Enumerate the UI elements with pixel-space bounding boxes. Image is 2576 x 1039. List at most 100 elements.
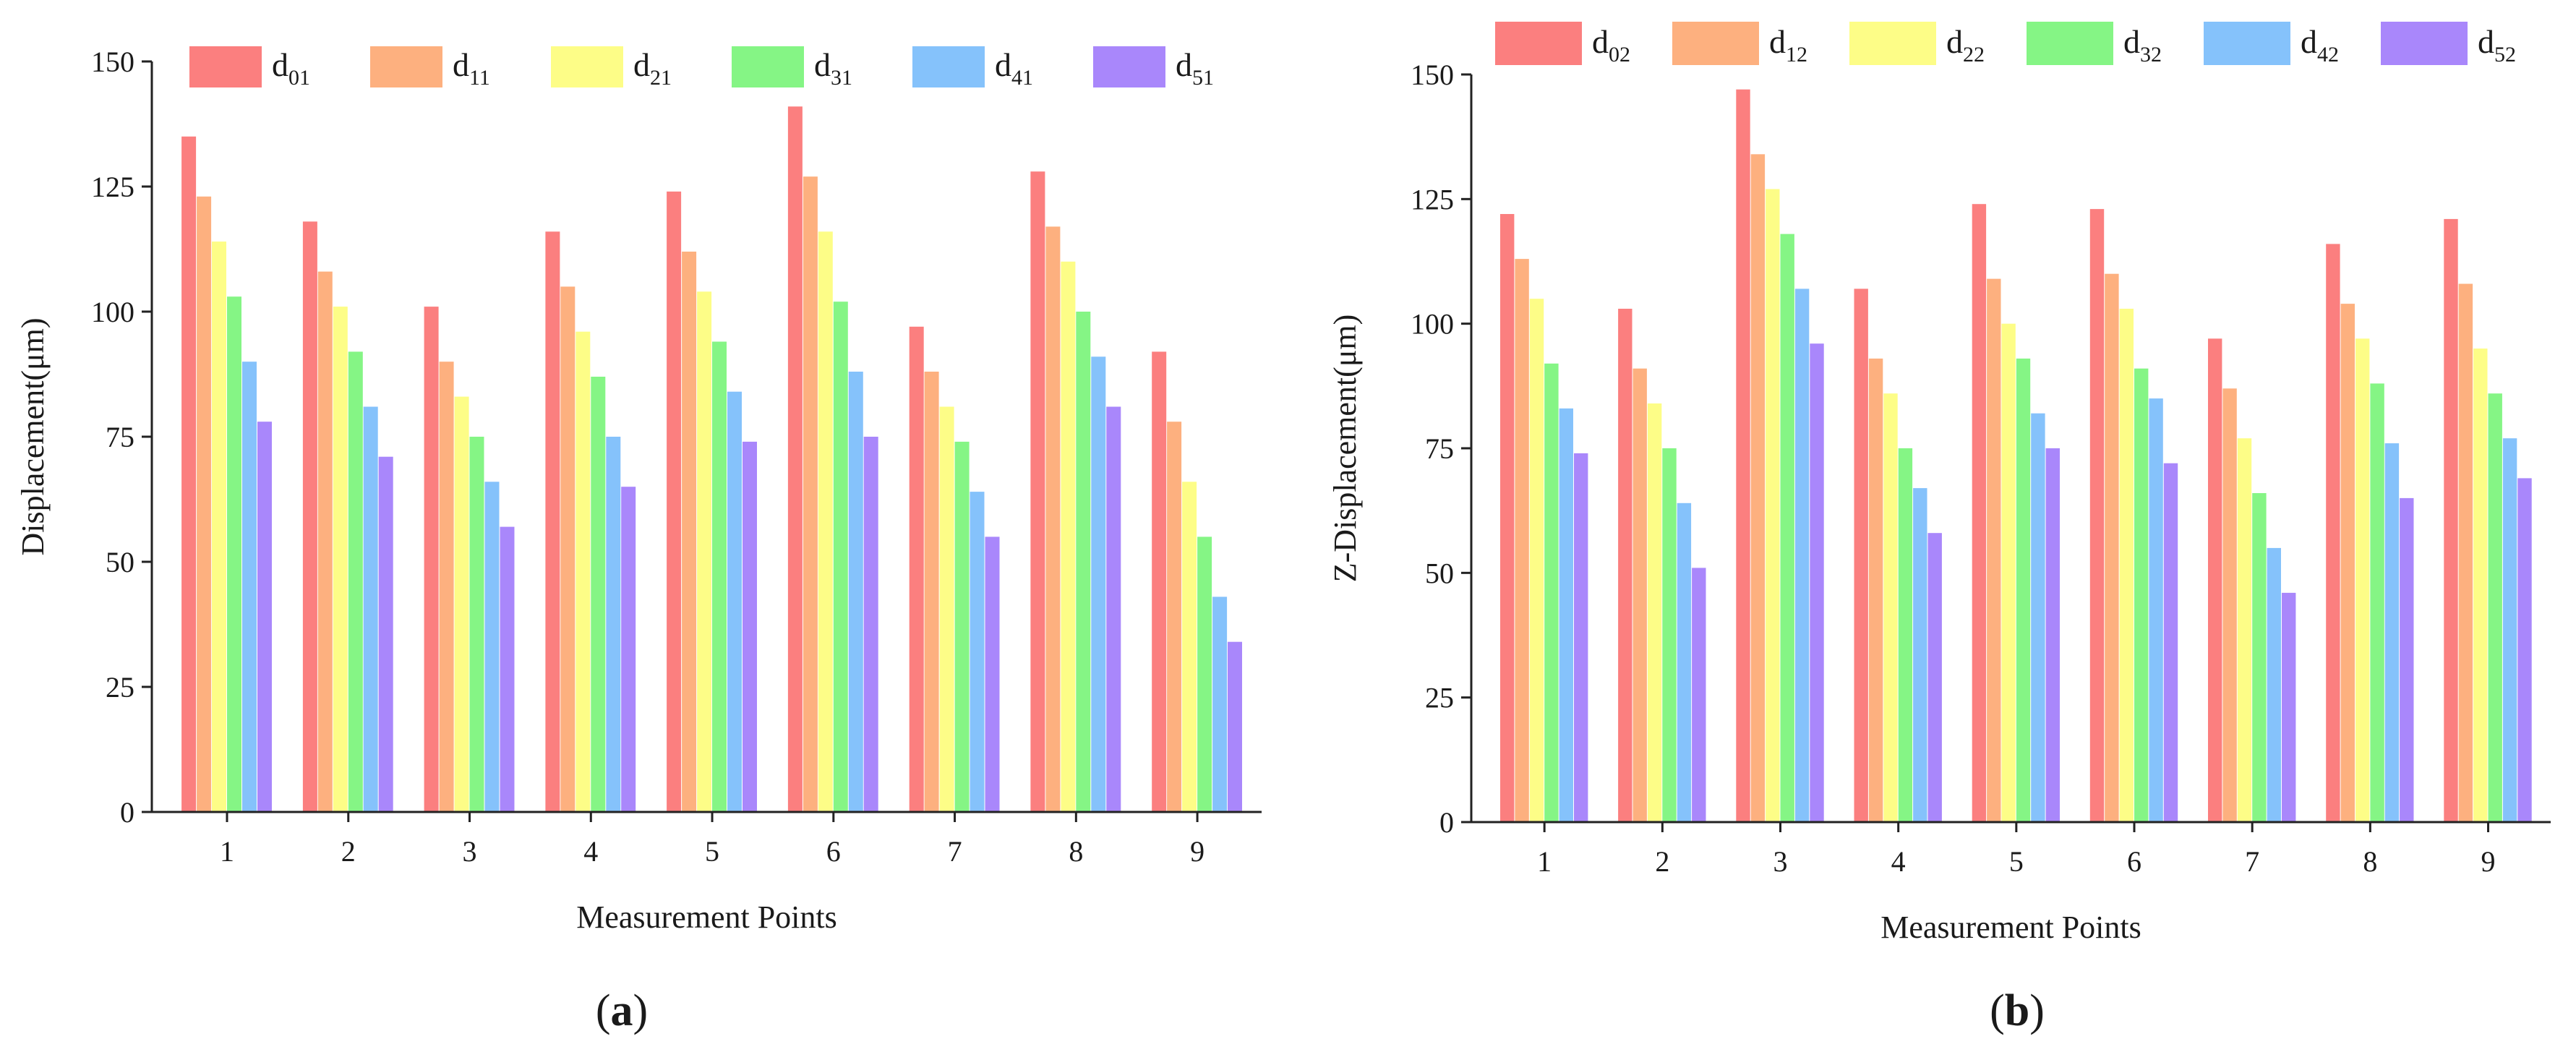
- x-tick-label-8: 8: [2363, 845, 2377, 878]
- bar-d41-point-1: [242, 362, 257, 812]
- bar-d32-point-9: [2488, 393, 2502, 822]
- legend-label-sub: 52: [2494, 43, 2516, 67]
- x-tick-label-4: 4: [583, 835, 598, 868]
- legend-label-d01: d01: [272, 46, 310, 90]
- bar-d12-point-4: [1868, 358, 1883, 822]
- x-tick-label-2: 2: [341, 835, 356, 868]
- bar-d42-point-4: [1913, 488, 1927, 822]
- bar-d32-point-2: [1662, 448, 1677, 822]
- y-tick-label-125: 125: [1411, 183, 1454, 215]
- y-tick-label-125: 125: [91, 171, 134, 203]
- bar-d01-point-4: [545, 231, 560, 812]
- bar-d22-point-3: [1766, 189, 1780, 822]
- legend-swatch-d41: [912, 46, 985, 87]
- bar-d31-point-2: [348, 351, 363, 812]
- bar-d42-point-5: [2031, 413, 2045, 822]
- bar-d22-point-9: [2473, 349, 2488, 823]
- bar-d42-point-3: [1794, 288, 1810, 822]
- legend-label-sub: 11: [469, 66, 490, 90]
- bar-d32-point-1: [1544, 363, 1559, 822]
- legend-label-d22: d22: [1946, 23, 1985, 67]
- legend-label-d31: d31: [814, 46, 852, 90]
- x-tick-label-7: 7: [948, 835, 962, 868]
- x-tick-label-1: 1: [220, 835, 234, 868]
- bar-d01-point-8: [1030, 171, 1045, 812]
- panel-caption-open: (: [596, 986, 611, 1035]
- bar-d02-point-1: [1500, 214, 1515, 822]
- bar-d51-point-9: [1228, 641, 1242, 812]
- x-tick-label-3: 3: [463, 835, 477, 868]
- bar-d21-point-4: [575, 331, 591, 812]
- y-tick-label-75: 75: [106, 421, 134, 453]
- legend-label-sub: 01: [288, 66, 310, 90]
- bar-d52-point-6: [2163, 463, 2178, 822]
- y-tick-label-0: 0: [120, 796, 134, 829]
- bar-d51-point-3: [500, 526, 515, 812]
- bar-d21-point-9: [1182, 482, 1197, 812]
- bar-d12-point-7: [2222, 388, 2237, 822]
- legend-swatch-d21: [551, 46, 623, 87]
- bar-d52-point-9: [2517, 478, 2532, 822]
- bar-d52-point-3: [1810, 343, 1824, 822]
- bar-d32-point-3: [1780, 234, 1794, 823]
- x-tick-label-3: 3: [1773, 845, 1788, 878]
- bar-d22-point-7: [2237, 438, 2252, 822]
- legend-label-main: d: [814, 46, 831, 83]
- legend-label-main: d: [1769, 23, 1786, 60]
- bar-d41-point-8: [1091, 356, 1106, 812]
- panel-caption-close: ): [2029, 986, 2045, 1035]
- bar-d52-point-4: [1927, 533, 1942, 822]
- bar-d01-point-2: [302, 221, 317, 812]
- bar-d02-point-7: [2208, 338, 2222, 822]
- x-tick-label-9: 9: [1190, 835, 1204, 868]
- y-tick-label-25: 25: [106, 671, 134, 704]
- bar-d11-point-5: [682, 252, 697, 812]
- bar-d32-point-4: [1898, 448, 1913, 822]
- bar-d11-point-2: [317, 271, 333, 813]
- bar-d21-point-6: [818, 231, 833, 812]
- bar-d02-point-3: [1736, 89, 1750, 822]
- y-axis-label: Z-Displacement(μm): [1327, 315, 1363, 583]
- bar-d21-point-1: [212, 241, 226, 813]
- bar-d12-point-9: [2458, 283, 2473, 822]
- bar-d41-point-4: [606, 437, 621, 812]
- x-tick-label-9: 9: [2481, 845, 2496, 878]
- x-tick-label-1: 1: [1537, 845, 1552, 878]
- bar-d42-point-1: [1559, 408, 1573, 822]
- legend-swatch-d11: [370, 46, 442, 87]
- x-tick-label-5: 5: [2009, 845, 2024, 878]
- bar-d51-point-2: [378, 456, 393, 812]
- bar-d22-point-8: [2355, 338, 2370, 822]
- bar-d42-point-6: [2149, 398, 2163, 822]
- legend-label-d11: d11: [453, 46, 490, 90]
- legend-label-main: d: [2123, 23, 2140, 60]
- legend-label-main: d: [1592, 23, 1609, 60]
- bar-d31-point-5: [712, 341, 727, 812]
- y-tick-label-150: 150: [91, 46, 134, 78]
- legend-label-sub: 02: [1609, 43, 1630, 67]
- bar-d31-point-7: [954, 441, 970, 812]
- chart-panel-a: 0 25 50 75 100 125 150 1 2 3 4 5 6 7 8 9 Measurement Poi…: [15, 46, 1262, 1035]
- y-tick-label-100: 100: [1411, 308, 1454, 341]
- legend-swatch-d12: [1672, 22, 1759, 65]
- bar-d11-point-6: [803, 176, 818, 812]
- legend-label-d21: d21: [633, 46, 672, 90]
- legend-label-main: d: [2478, 23, 2494, 60]
- bar-d52-point-7: [2282, 592, 2296, 822]
- bar-d01-point-7: [909, 326, 924, 812]
- bar-d01-point-5: [667, 191, 682, 812]
- legend-label-sub: 22: [1963, 43, 1985, 67]
- bar-d12-point-8: [2340, 304, 2355, 823]
- bar-d22-point-1: [1529, 299, 1544, 822]
- legend-label-main: d: [995, 46, 1011, 83]
- bar-d02-point-4: [1854, 288, 1868, 822]
- x-tick-label-6: 6: [2127, 845, 2141, 878]
- bar-d42-point-8: [2384, 443, 2400, 822]
- legend-label-d41: d41: [995, 46, 1033, 90]
- bar-d22-point-5: [2001, 323, 2016, 822]
- legend-swatch-d51: [1093, 46, 1165, 87]
- y-tick-label-25: 25: [1425, 682, 1454, 714]
- bar-d11-point-4: [560, 286, 575, 812]
